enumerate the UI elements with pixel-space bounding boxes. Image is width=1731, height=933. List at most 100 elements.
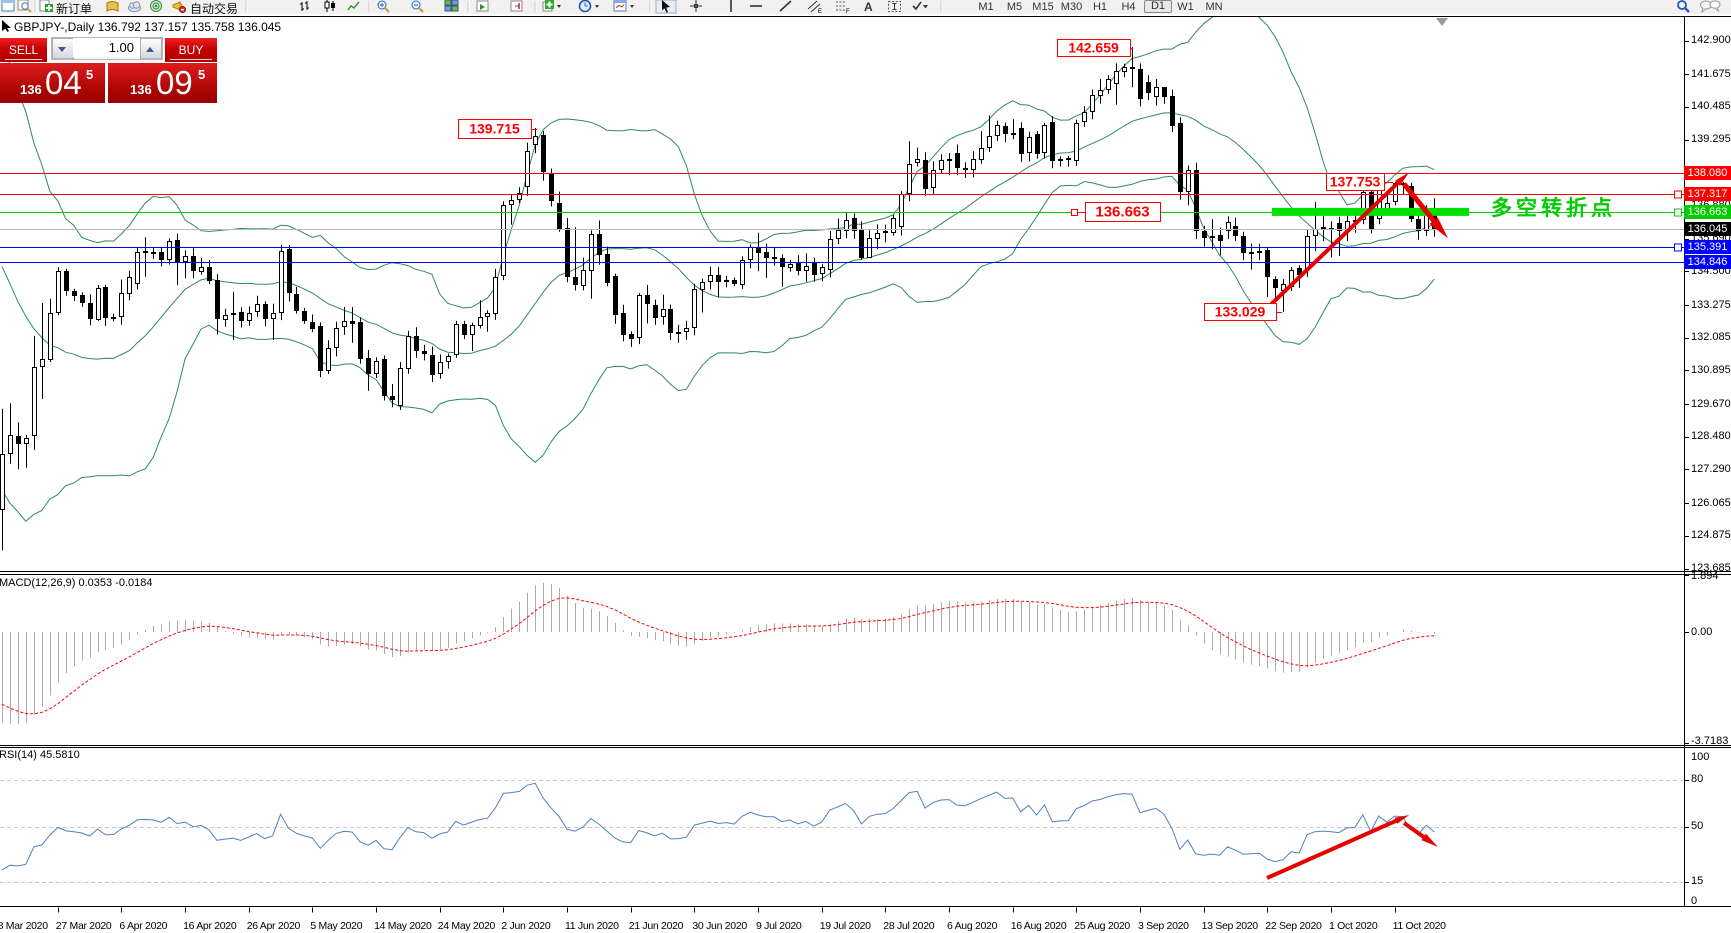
indicators-icon[interactable] bbox=[542, 0, 561, 12]
price-tick: 123.685 bbox=[1691, 562, 1731, 574]
sell-button-label: SELL bbox=[8, 43, 39, 57]
candles bbox=[0, 47, 1437, 551]
date-label: 18 Mar 2020 bbox=[0, 920, 48, 932]
volume-increase-button[interactable] bbox=[140, 38, 162, 59]
tile-windows-icon[interactable] bbox=[444, 0, 459, 12]
svg-text:E: E bbox=[818, 9, 822, 14]
timeframe-M1[interactable]: M1 bbox=[978, 1, 994, 13]
price-badge: 138.080 bbox=[1684, 165, 1731, 180]
chart-shift-marker[interactable] bbox=[1436, 18, 1448, 26]
rsi-scale-tick: 15 bbox=[1691, 875, 1704, 888]
market-radar-icon[interactable] bbox=[150, 0, 162, 12]
sell-button[interactable]: SELL bbox=[0, 38, 47, 62]
annotation-cjk-text[interactable]: 多空转折点 bbox=[1491, 197, 1616, 220]
candlestick-chart-icon[interactable] bbox=[324, 0, 335, 12]
price-tickmark bbox=[1684, 74, 1689, 76]
date-label: 19 Jul 2020 bbox=[819, 920, 871, 932]
price-tickmark bbox=[1684, 404, 1689, 405]
trend-arrows-main[interactable] bbox=[1261, 172, 1449, 314]
crosshair-icon[interactable] bbox=[690, 0, 702, 12]
chart-window-icon[interactable] bbox=[1, 0, 15, 12]
zoom-out-icon[interactable] bbox=[411, 0, 424, 13]
profile-icon[interactable] bbox=[17, 0, 32, 13]
price-tickmark bbox=[1684, 503, 1689, 505]
buy-button[interactable]: BUY bbox=[165, 38, 217, 62]
buy-price-box[interactable]: 136 09 5 bbox=[108, 62, 217, 103]
date-label: 16 Aug 2020 bbox=[1010, 920, 1067, 932]
rsi-level-tickmark bbox=[1684, 779, 1689, 781]
svg-text:133.029: 133.029 bbox=[1215, 304, 1266, 320]
buy-underline bbox=[170, 59, 212, 60]
chat-icon[interactable] bbox=[1700, 0, 1721, 14]
price-tickmark bbox=[1684, 568, 1689, 570]
date-label: 11 Jun 2020 bbox=[565, 920, 619, 932]
timeframe-H1[interactable]: H1 bbox=[1092, 1, 1108, 13]
fibonacci-icon[interactable]: F bbox=[836, 1, 850, 14]
date-label: 9 Jul 2020 bbox=[756, 920, 802, 932]
volume-input[interactable]: 1.00 bbox=[73, 38, 140, 57]
autotrade-icon[interactable] bbox=[172, 1, 186, 13]
auto-scroll-icon[interactable] bbox=[476, 0, 489, 12]
price-tickmark bbox=[1684, 469, 1689, 471]
periods-icon[interactable] bbox=[578, 0, 600, 13]
chart-canvas[interactable]: 139.715 142.659 136.663 133.029 137.753 bbox=[0, 14, 1731, 933]
rsi-level-tickmark bbox=[1684, 826, 1689, 828]
timeframe-MN[interactable]: MN bbox=[1205, 1, 1223, 13]
buy-price-sup: 5 bbox=[198, 66, 206, 82]
price-tickmark bbox=[1684, 436, 1689, 438]
date-label: 22 Sep 2020 bbox=[1265, 920, 1322, 932]
zoom-in-icon[interactable] bbox=[377, 0, 390, 13]
timeframe-D1[interactable]: D1 bbox=[1144, 0, 1172, 13]
line-chart-icon[interactable] bbox=[347, 1, 360, 11]
timeframe-M15[interactable]: M15 bbox=[1032, 1, 1054, 13]
trend-line-icon[interactable] bbox=[779, 0, 792, 12]
macd-bottom-tickmark bbox=[1684, 743, 1689, 744]
timeframe-W1[interactable]: W1 bbox=[1177, 1, 1194, 13]
price-tickmark bbox=[1684, 238, 1689, 240]
date-label: 25 Aug 2020 bbox=[1074, 920, 1130, 932]
templates-icon[interactable] bbox=[613, 0, 634, 12]
new-order-label[interactable]: 新订单 bbox=[56, 2, 93, 16]
price-tickmark bbox=[1684, 305, 1689, 306]
buy-button-label: BUY bbox=[178, 43, 204, 57]
price-tickmark bbox=[1684, 271, 1689, 273]
price-tickmark bbox=[1684, 139, 1689, 141]
rsi-line bbox=[1, 782, 1435, 871]
equidistant-channel-icon[interactable]: E bbox=[807, 0, 822, 14]
text-icon[interactable]: A bbox=[864, 0, 873, 14]
macd-scale-zero: 0.00 bbox=[1691, 625, 1713, 638]
price-tick: 132.085 bbox=[1691, 331, 1731, 344]
search-icon[interactable] bbox=[1677, 0, 1690, 13]
date-label: 28 Jul 2020 bbox=[883, 920, 935, 932]
one-click-trade-panel: SELL BUY 1.00 136 04 5 136 09 5 bbox=[0, 37, 217, 103]
sell-price-box[interactable]: 136 04 5 bbox=[0, 62, 105, 103]
cloud-icon[interactable] bbox=[128, 1, 141, 13]
chart-area: 139.715 142.659 136.663 133.029 137.753 GBPJ… bbox=[0, 14, 1731, 933]
bar-chart-icon[interactable] bbox=[300, 1, 309, 11]
order-book-icon[interactable] bbox=[106, 1, 119, 12]
svg-text:A: A bbox=[864, 0, 873, 14]
autotrade-label[interactable]: 自动交易 bbox=[190, 2, 239, 16]
date-label: 24 May 2020 bbox=[437, 920, 496, 932]
arrows-icon[interactable] bbox=[912, 1, 928, 11]
macd-signal-line bbox=[1, 597, 1435, 715]
price-badge: 134.846 bbox=[1684, 254, 1731, 269]
symbol-cursor-icon bbox=[2, 20, 11, 32]
price-label-annotations[interactable]: 139.715 142.659 136.663 133.029 137.753 bbox=[458, 39, 1394, 321]
price-badge: 137.317 bbox=[1684, 186, 1731, 201]
volume-decrease-button[interactable] bbox=[52, 38, 74, 59]
svg-text:F: F bbox=[846, 9, 850, 14]
price-tickmark bbox=[1684, 337, 1689, 339]
timeframe-M5[interactable]: M5 bbox=[1006, 1, 1023, 13]
rsi-scale-tick: 0 bbox=[1691, 895, 1698, 907]
new-order-icon[interactable] bbox=[39, 0, 53, 12]
chart-shift-icon[interactable] bbox=[510, 0, 523, 12]
cursor-icon[interactable] bbox=[662, 0, 670, 13]
timeframe-H4[interactable]: H4 bbox=[1121, 1, 1136, 13]
text-label-icon[interactable] bbox=[888, 1, 901, 12]
trend-arrows-rsi[interactable] bbox=[1266, 814, 1438, 880]
timeframe-M30[interactable]: M30 bbox=[1060, 1, 1083, 13]
price-tick: 126.065 bbox=[1691, 496, 1731, 509]
price-tick: 129.670 bbox=[1691, 397, 1731, 410]
